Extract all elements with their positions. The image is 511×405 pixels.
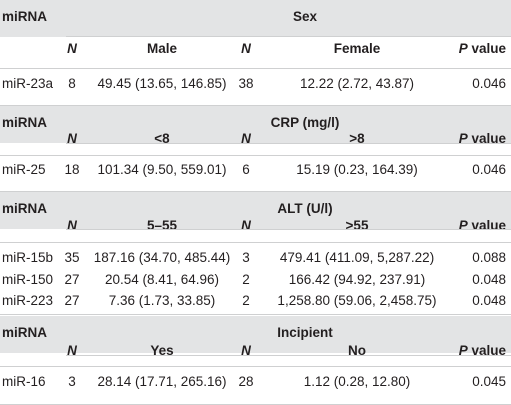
p-letter: P bbox=[458, 41, 468, 56]
group-title: Sex bbox=[292, 9, 318, 24]
group-2-header: Female bbox=[333, 41, 381, 56]
group-1-header: Male bbox=[146, 41, 178, 56]
median-range-2: 479.41 (411.09, 5,287.22) bbox=[279, 250, 435, 265]
n-value: 2 bbox=[242, 272, 250, 287]
p-value-header: P value bbox=[459, 218, 506, 234]
p-letter: P bbox=[458, 343, 468, 358]
median-range-1: 187.16 (34.70, 485.44) bbox=[93, 250, 231, 265]
n-value: 3 bbox=[68, 374, 76, 389]
section-band bbox=[0, 0, 511, 37]
n-header: N bbox=[241, 343, 251, 358]
median-range-1: 7.36 (1.73, 33.85) bbox=[108, 293, 216, 308]
p-value: 0.088 bbox=[472, 250, 506, 265]
p-value-word: value bbox=[467, 131, 506, 146]
section-band bbox=[0, 316, 511, 353]
n-header: N bbox=[67, 343, 77, 358]
section-band bbox=[0, 106, 511, 143]
median-range-2: 1.12 (0.28, 12.80) bbox=[303, 374, 411, 389]
p-letter: P bbox=[458, 218, 468, 233]
group-2-header: No bbox=[348, 343, 366, 358]
row-divider bbox=[66, 355, 511, 356]
row-divider bbox=[0, 105, 511, 106]
p-value: 0.046 bbox=[472, 76, 506, 91]
median-range-2: 15.19 (0.23, 164.39) bbox=[296, 162, 418, 177]
p-value-header: P value bbox=[459, 131, 506, 147]
n-header: N bbox=[241, 131, 251, 146]
p-value-header: P value bbox=[459, 41, 506, 57]
group-title: CRP (mg/l) bbox=[270, 115, 340, 130]
mirna-name: miR-15b bbox=[2, 250, 54, 265]
median-range-2: 12.22 (2.72, 43.87) bbox=[299, 76, 415, 91]
row-divider bbox=[0, 68, 511, 69]
row-divider bbox=[0, 191, 511, 192]
mirna-name: miR-16 bbox=[2, 374, 46, 389]
row-header-label: miRNA bbox=[2, 115, 48, 130]
mirna-name: miR-25 bbox=[2, 162, 46, 177]
p-value-word: value bbox=[467, 343, 506, 358]
group-title: ALT (U/l) bbox=[277, 201, 333, 216]
p-value: 0.048 bbox=[472, 272, 506, 287]
row-divider bbox=[66, 36, 511, 37]
n-value: 3 bbox=[242, 250, 250, 265]
n-header: N bbox=[67, 41, 77, 56]
p-value: 0.048 bbox=[472, 293, 506, 308]
mirna-name: miR-150 bbox=[2, 272, 54, 287]
row-divider bbox=[66, 143, 511, 144]
p-value: 0.045 bbox=[472, 374, 506, 389]
median-range-1: 28.14 (17.71, 265.16) bbox=[97, 374, 227, 389]
n-value: 28 bbox=[238, 374, 254, 389]
n-value: 2 bbox=[242, 293, 250, 308]
mirna-name: miR-223 bbox=[2, 293, 54, 308]
group-title: Incipient bbox=[277, 325, 333, 340]
n-value: 6 bbox=[242, 162, 250, 177]
group-2-header: >55 bbox=[345, 218, 369, 233]
p-value-word: value bbox=[467, 41, 506, 56]
row-divider bbox=[0, 314, 511, 315]
row-divider bbox=[66, 229, 511, 230]
group-1-header: 5–55 bbox=[146, 218, 178, 233]
row-header-label: miRNA bbox=[2, 325, 48, 340]
n-value: 27 bbox=[64, 293, 80, 308]
group-1-header: Yes bbox=[150, 343, 174, 358]
median-range-1: 101.34 (9.50, 559.01) bbox=[97, 162, 227, 177]
mirna-name: miR-23a bbox=[2, 76, 54, 91]
row-header-label: miRNA bbox=[2, 9, 48, 24]
n-value: 27 bbox=[64, 272, 80, 287]
p-value-header: P value bbox=[459, 343, 506, 359]
group-1-header: <8 bbox=[154, 131, 170, 146]
group-2-header: >8 bbox=[349, 131, 365, 146]
median-range-2: 166.42 (94.92, 237.91) bbox=[288, 272, 426, 287]
n-value: 8 bbox=[68, 76, 76, 91]
n-header: N bbox=[241, 218, 251, 233]
section-band bbox=[0, 192, 511, 229]
median-range-2: 1,258.80 (59.06, 2,458.75) bbox=[277, 293, 437, 308]
n-header: N bbox=[67, 218, 77, 233]
p-value: 0.046 bbox=[472, 162, 506, 177]
median-range-1: 20.54 (8.41, 64.96) bbox=[104, 272, 220, 287]
n-value: 35 bbox=[64, 250, 80, 265]
row-divider bbox=[0, 155, 511, 156]
row-divider bbox=[0, 366, 511, 367]
p-value-word: value bbox=[467, 218, 506, 233]
n-header: N bbox=[241, 41, 251, 56]
n-value: 18 bbox=[64, 162, 80, 177]
p-letter: P bbox=[458, 131, 468, 146]
row-header-label: miRNA bbox=[2, 201, 48, 216]
n-header: N bbox=[67, 131, 77, 146]
n-value: 38 bbox=[238, 76, 254, 91]
median-range-1: 49.45 (13.65, 146.85) bbox=[97, 76, 227, 91]
row-divider bbox=[0, 242, 511, 243]
